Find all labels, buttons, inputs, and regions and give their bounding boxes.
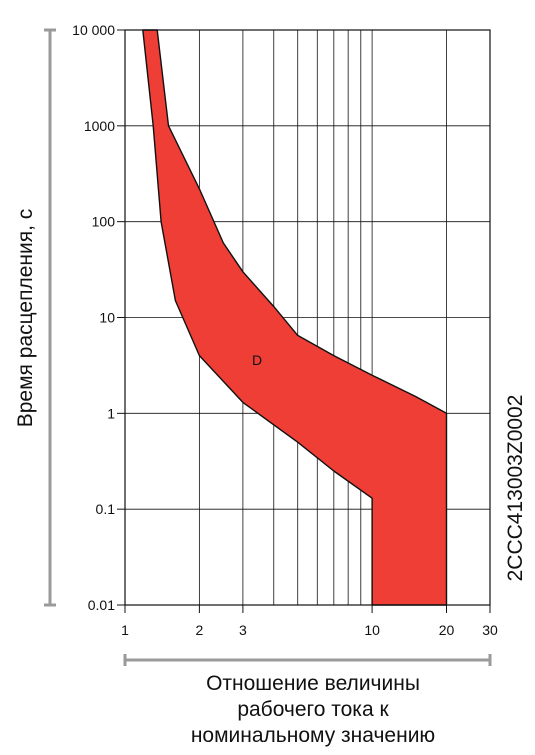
x-axis-label-line-1: Отношение величины <box>206 672 420 695</box>
y-axis-label: Время расцепления, с <box>14 209 37 428</box>
y-tick-label: 1000 <box>84 118 115 134</box>
x-tick-label: 30 <box>482 622 498 638</box>
x-axis-ticks: 1 2 3 10 20 30 <box>121 605 498 638</box>
y-tick-label: 1 <box>107 405 115 421</box>
y-tick-label: 10 <box>99 310 115 326</box>
band-label-d: D <box>252 352 262 368</box>
x-tick-label: 3 <box>239 622 247 638</box>
y-tick-label: 10 000 <box>72 22 115 38</box>
document-code: 2CCC413003Z0002 <box>504 395 527 582</box>
x-tick-label: 2 <box>195 622 203 638</box>
y-tick-label: 0.1 <box>96 501 116 517</box>
x-axis-label-line-3: номинальному значению <box>191 724 435 747</box>
x-tick-label: 1 <box>121 622 129 638</box>
y-axis-ticks: 0.01 0.1 1 10 100 1000 10 000 <box>72 22 125 613</box>
y-tick-label: 100 <box>92 214 116 230</box>
y-tick-label: 0.01 <box>88 597 115 613</box>
axis-brackets <box>44 28 492 666</box>
x-tick-label: 20 <box>439 622 455 638</box>
x-axis-label-line-2: рабочего тока к <box>237 698 389 721</box>
x-tick-label: 10 <box>364 622 380 638</box>
